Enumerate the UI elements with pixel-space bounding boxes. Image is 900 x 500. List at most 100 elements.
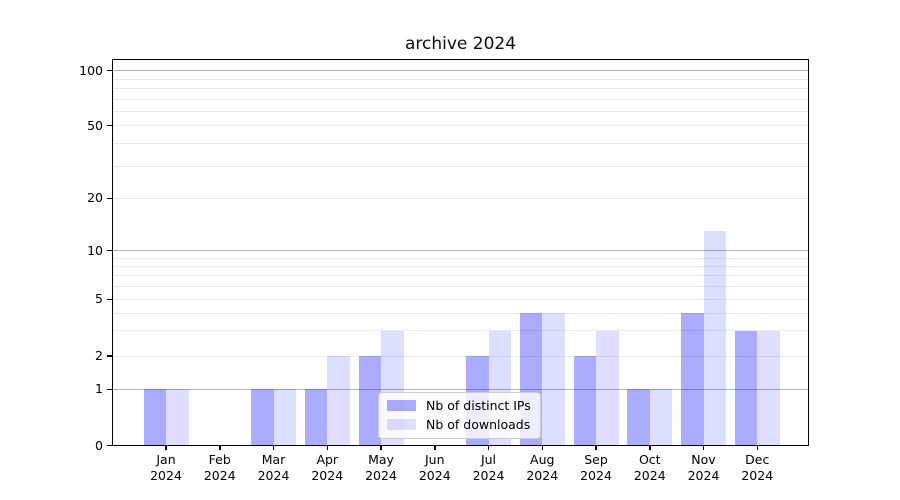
legend-label-distinct-ips: Nb of distinct IPs	[426, 398, 531, 413]
minor-gridline	[113, 330, 808, 332]
minor-gridline	[113, 257, 808, 259]
y-tick-label: 20	[87, 190, 103, 206]
bar-distinct-ips-may	[358, 356, 381, 445]
x-tick-label: Mar 2024	[242, 452, 306, 483]
y-tick-label: 100	[79, 62, 103, 78]
x-tick-month: Mar	[261, 452, 286, 467]
x-tick-mark	[272, 445, 275, 450]
x-tick-month: Feb	[208, 452, 231, 467]
x-tick-year: 2024	[150, 467, 182, 483]
x-tick-month: Aug	[530, 452, 555, 467]
minor-gridline	[113, 78, 808, 80]
x-tick-month: Jan	[156, 452, 176, 467]
x-tick-month: Jun	[424, 452, 445, 467]
x-tick-label: Aug 2024	[510, 452, 574, 483]
x-tick-year: 2024	[472, 467, 505, 483]
legend: Nb of distinct IPs Nb of downloads	[378, 392, 541, 439]
x-tick-year: 2024	[311, 467, 344, 483]
x-tick-month: Apr	[316, 452, 339, 467]
major-gridline	[113, 70, 808, 72]
x-tick-month: Oct	[638, 452, 661, 467]
y-tick-mark	[107, 249, 112, 252]
minor-gridline	[113, 355, 808, 357]
x-tick-year: 2024	[257, 467, 290, 483]
y-tick-mark	[107, 444, 112, 447]
minor-gridline	[113, 312, 808, 314]
x-tick-mark	[165, 445, 167, 450]
x-tick-month: Nov	[691, 452, 716, 467]
y-tick-mark	[107, 298, 112, 301]
bar-distinct-ips-mar	[251, 389, 274, 445]
minor-gridline	[113, 165, 808, 167]
y-tick-label: 5	[95, 291, 103, 307]
x-tick-label: Sep 2024	[564, 452, 628, 483]
y-tick-label: 50	[87, 117, 103, 133]
minor-gridline	[113, 197, 808, 199]
x-tick-label: Oct 2024	[618, 452, 682, 483]
y-tick-label: 10	[87, 242, 103, 258]
bar-distinct-ips-apr	[304, 389, 328, 445]
x-tick-year: 2024	[365, 467, 397, 483]
x-tick-mark	[219, 445, 221, 450]
x-tick-month: May	[368, 452, 394, 467]
x-tick-mark	[487, 445, 490, 450]
minor-gridline	[113, 142, 808, 144]
y-tick-mark	[107, 124, 112, 127]
minor-gridline	[113, 265, 808, 267]
bar-distinct-ips-nov	[681, 313, 704, 445]
bar-downloads-aug	[542, 313, 565, 445]
bar-downloads-jan	[166, 389, 189, 445]
x-tick-year: 2024	[687, 467, 720, 483]
minor-gridline	[113, 298, 808, 300]
x-tick-mark	[756, 445, 758, 450]
x-tick-mark	[380, 445, 382, 450]
bar-downloads-sep	[596, 330, 619, 445]
x-tick-label: Jan 2024	[134, 452, 198, 483]
x-tick-year: 2024	[418, 467, 451, 483]
legend-label-downloads: Nb of downloads	[426, 417, 531, 432]
x-tick-month: Dec	[745, 452, 770, 467]
y-tick-mark	[107, 69, 112, 72]
x-tick-label: Jul 2024	[457, 452, 521, 483]
x-tick-month: Sep	[584, 452, 608, 467]
bar-distinct-ips-dec	[734, 330, 758, 445]
x-tick-label: Dec 2024	[725, 452, 789, 483]
x-tick-year: 2024	[526, 467, 559, 483]
x-tick-year: 2024	[203, 467, 236, 483]
y-tick-mark	[107, 355, 112, 357]
minor-gridline	[113, 87, 808, 89]
bar-downloads-apr	[327, 356, 350, 445]
x-tick-year: 2024	[580, 467, 612, 483]
y-tick-mark	[107, 388, 112, 391]
x-tick-mark	[649, 445, 651, 450]
minor-gridline	[113, 98, 808, 100]
bar-distinct-ips-jan	[143, 389, 166, 445]
legend-swatch-downloads	[387, 419, 416, 430]
bar-downloads-nov	[703, 230, 726, 445]
y-tick-label: 2	[95, 348, 103, 363]
x-tick-label: Feb 2024	[188, 452, 252, 483]
x-tick-label: May 2024	[349, 452, 413, 483]
y-tick-label: 1	[95, 381, 103, 397]
x-tick-mark	[702, 445, 705, 450]
legend-item-downloads: Nb of downloads	[387, 418, 531, 431]
bar-distinct-ips-sep	[573, 356, 596, 445]
chart-title: archive 2024	[404, 34, 517, 54]
bar-distinct-ips-oct	[627, 389, 650, 445]
x-tick-mark	[595, 445, 597, 450]
x-tick-label: Jun 2024	[403, 452, 467, 483]
bar-downloads-oct	[649, 389, 673, 445]
x-tick-mark	[541, 445, 543, 450]
minor-gridline	[113, 125, 808, 127]
x-tick-label: Nov 2024	[672, 452, 736, 483]
x-tick-label: Apr 2024	[295, 452, 359, 483]
legend-swatch-distinct-ips	[387, 400, 416, 411]
bar-downloads-mar	[273, 389, 296, 445]
x-tick-mark	[434, 445, 436, 450]
x-tick-year: 2024	[633, 467, 666, 483]
minor-gridline	[113, 110, 808, 112]
legend-item-distinct-ips: Nb of distinct IPs	[387, 399, 531, 412]
x-tick-month: Jul	[480, 452, 497, 467]
major-gridline	[113, 388, 808, 390]
